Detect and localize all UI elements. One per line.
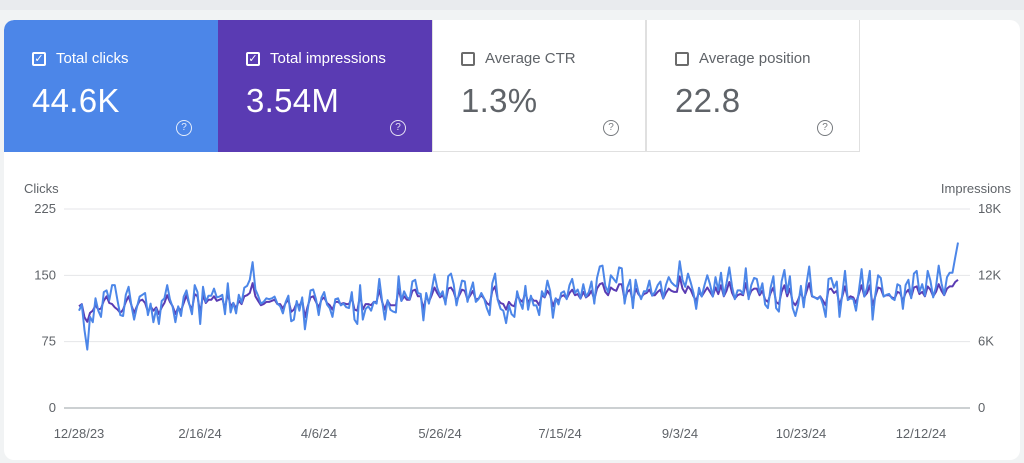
help-icon[interactable]: ? — [603, 120, 619, 136]
y-axis-ticks-right: 0 6K 12K 18K — [978, 201, 1001, 415]
metric-value: 22.8 — [675, 82, 741, 119]
chart-series — [78, 242, 959, 351]
x-tick-label: 10/23/24 — [776, 426, 827, 441]
y-axis-ticks-left: 0 75 150 225 — [34, 201, 56, 415]
chart-gridlines — [64, 208, 970, 409]
x-tick-label: 5/26/24 — [418, 426, 461, 441]
x-tick-label: 2/16/24 — [178, 426, 221, 441]
metric-label: Average position — [699, 50, 811, 67]
x-axis-ticks: 12/28/23 2/16/24 4/6/24 5/26/24 7/15/24 9/3/2… — [54, 426, 947, 441]
help-icon[interactable]: ? — [390, 120, 406, 136]
y-axis-title-right: Impressions — [941, 181, 1012, 196]
help-icon[interactable]: ? — [817, 120, 833, 136]
checkbox-unchecked-icon[interactable] — [675, 52, 689, 66]
metric-average-ctr[interactable]: Average CTR 1.3% ? — [432, 20, 646, 152]
y-tick-label-right: 18K — [978, 201, 1001, 216]
metric-value: 1.3% — [461, 82, 538, 119]
checkbox-unchecked-icon[interactable] — [461, 52, 475, 66]
metric-value: 3.54M — [246, 82, 340, 119]
series-line-clicks — [78, 242, 959, 351]
performance-card: ✓ Total clicks 44.6K ? ✓ Total impressio… — [4, 20, 1020, 460]
metric-label: Average CTR — [485, 50, 576, 67]
y-tick-label-right: 6K — [978, 334, 994, 349]
checkbox-checked-icon[interactable]: ✓ — [246, 52, 260, 66]
metric-total-clicks[interactable]: ✓ Total clicks 44.6K ? — [4, 20, 218, 152]
y-axis-title-left: Clicks — [24, 181, 59, 196]
metric-value: 44.6K — [32, 82, 120, 119]
metric-label: Total impressions — [270, 50, 386, 67]
y-tick-label-left: 0 — [49, 400, 56, 415]
y-tick-label-right: 12K — [978, 267, 1001, 282]
checkbox-checked-icon[interactable]: ✓ — [32, 52, 46, 66]
x-tick-label: 7/15/24 — [538, 426, 581, 441]
metric-label: Total clicks — [56, 50, 129, 67]
x-tick-label: 4/6/24 — [301, 426, 337, 441]
y-tick-label-left: 225 — [34, 201, 56, 216]
x-tick-label: 12/28/23 — [54, 426, 105, 441]
y-tick-label-left: 75 — [42, 334, 56, 349]
top-bar — [0, 0, 1024, 10]
metric-average-position[interactable]: Average position 22.8 ? — [646, 20, 860, 152]
x-tick-label: 9/3/24 — [662, 426, 698, 441]
y-tick-label-left: 150 — [34, 267, 56, 282]
metric-tabs: ✓ Total clicks 44.6K ? ✓ Total impressio… — [4, 20, 864, 152]
metric-total-impressions[interactable]: ✓ Total impressions 3.54M ? — [218, 20, 432, 152]
x-tick-label: 12/12/24 — [896, 426, 947, 441]
help-icon[interactable]: ? — [176, 120, 192, 136]
y-tick-label-right: 0 — [978, 400, 985, 415]
